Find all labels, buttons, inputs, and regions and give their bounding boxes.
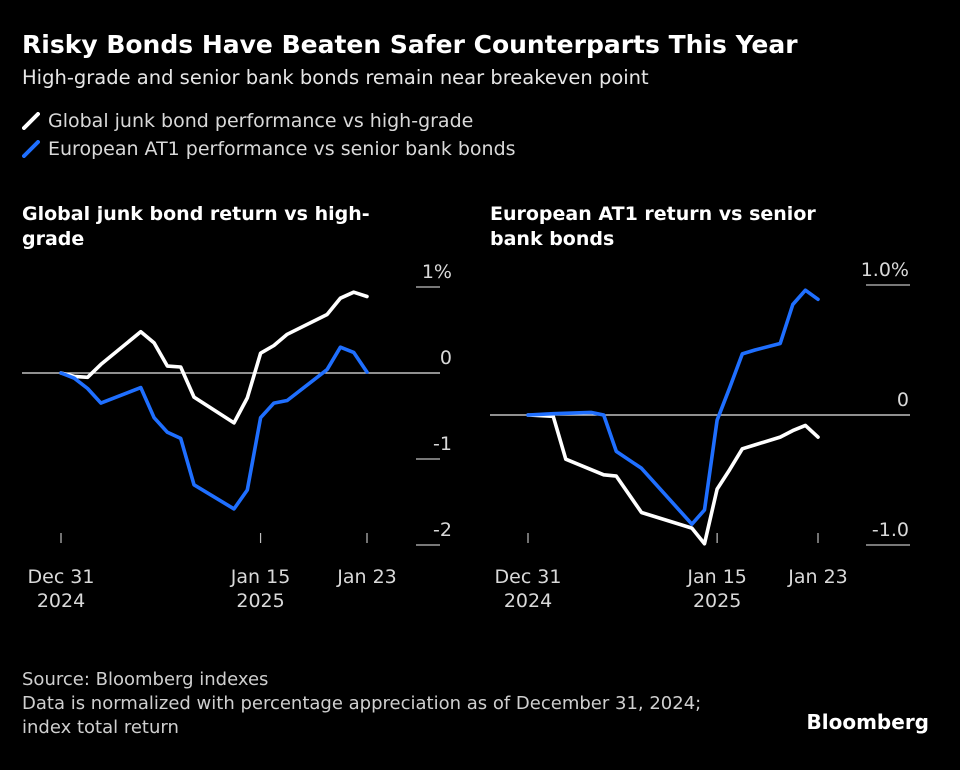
x-tick-label: Jan 15 bbox=[686, 566, 747, 588]
x-tick-label: Dec 31 bbox=[28, 566, 95, 588]
series-line-at1 bbox=[526, 288, 820, 527]
y-tick-label: -1 bbox=[433, 433, 452, 455]
series-line-at1 bbox=[59, 345, 369, 511]
panel-title-left: Global junk bond return vs high- grade bbox=[22, 202, 370, 252]
bloomberg-logo: Bloomberg bbox=[806, 710, 929, 734]
white-line-swatch-icon bbox=[22, 112, 40, 130]
panel-title-left-line1: Global junk bond return vs high- bbox=[22, 203, 370, 225]
y-tick-label: 1.0% bbox=[861, 259, 909, 281]
panel-title-left-line2: grade bbox=[22, 228, 85, 250]
series-line-junk bbox=[59, 290, 369, 425]
panel-title-right-line1: European AT1 return vs senior bbox=[490, 203, 816, 225]
x-tick-label: Dec 31 bbox=[495, 566, 562, 588]
x-tick-label: Jan 23 bbox=[336, 566, 397, 588]
chart-title: Risky Bonds Have Beaten Safer Counterpar… bbox=[22, 30, 798, 59]
legend-item-junk: Global junk bond performance vs high-gra… bbox=[22, 110, 473, 132]
x-tick-label-year: 2025 bbox=[236, 590, 284, 612]
y-tick-label: 1% bbox=[422, 261, 452, 283]
legend-item-at1: European AT1 performance vs senior bank … bbox=[22, 138, 516, 160]
y-tick-label: 0 bbox=[897, 389, 909, 411]
legend-label-junk: Global junk bond performance vs high-gra… bbox=[48, 110, 474, 132]
x-tick-label: Jan 23 bbox=[787, 566, 848, 588]
legend-label-at1: European AT1 performance vs senior bank … bbox=[48, 138, 516, 160]
panel-title-right: European AT1 return vs senior bank bonds bbox=[490, 202, 816, 252]
footer-note-line1: Data is normalized with percentage appre… bbox=[22, 693, 702, 714]
x-tick-label-year: 2025 bbox=[693, 590, 741, 612]
footer-source: Source: Bloomberg indexes bbox=[22, 669, 269, 690]
y-tick-label: 0 bbox=[440, 347, 452, 369]
y-tick-label: -2 bbox=[433, 519, 452, 541]
y-tick-label: -1.0 bbox=[872, 519, 909, 541]
chart-subtitle: High-grade and senior bank bonds remain … bbox=[22, 66, 649, 89]
x-tick-label-year: 2024 bbox=[37, 590, 85, 612]
panel-title-right-line2: bank bonds bbox=[490, 228, 615, 250]
series-line-junk bbox=[526, 413, 820, 546]
footer-note-line2: index total return bbox=[22, 717, 179, 738]
x-tick-label: Jan 15 bbox=[230, 566, 291, 588]
x-tick-label-year: 2024 bbox=[504, 590, 552, 612]
blue-line-swatch-icon bbox=[22, 140, 40, 158]
